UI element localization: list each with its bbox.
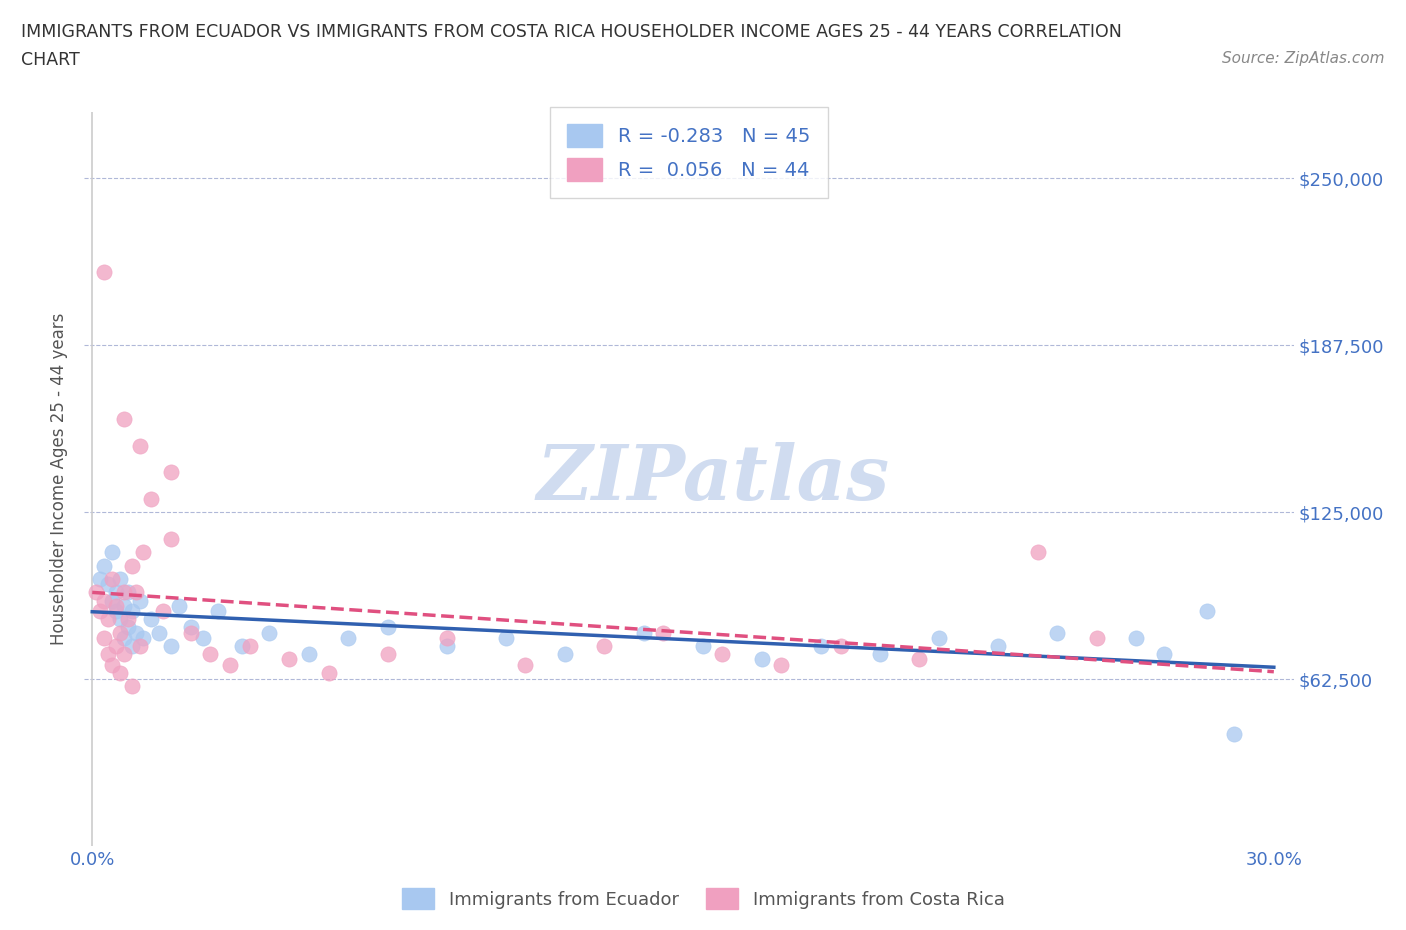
- Point: [692, 639, 714, 654]
- Text: ZIPatlas: ZIPatlas: [537, 442, 890, 516]
- Point: [554, 646, 576, 661]
- Point: [167, 598, 190, 613]
- Point: [652, 625, 675, 640]
- Point: [117, 585, 139, 600]
- Point: [104, 604, 127, 618]
- Point: [1223, 726, 1246, 741]
- Point: [117, 619, 139, 634]
- Point: [101, 545, 124, 560]
- Point: [112, 598, 135, 613]
- Point: [711, 646, 734, 661]
- Point: [298, 646, 321, 661]
- Point: [239, 639, 262, 654]
- Point: [104, 598, 127, 613]
- Point: [180, 625, 202, 640]
- Point: [128, 593, 150, 608]
- Point: [810, 639, 832, 654]
- Point: [121, 639, 143, 654]
- Point: [928, 631, 950, 645]
- Point: [515, 658, 537, 672]
- Point: [1046, 625, 1069, 640]
- Point: [128, 438, 150, 453]
- Point: [231, 639, 253, 654]
- Y-axis label: Householder Income Ages 25 - 44 years: Householder Income Ages 25 - 44 years: [51, 312, 69, 645]
- Point: [93, 558, 115, 573]
- Point: [278, 652, 301, 667]
- Point: [770, 658, 793, 672]
- Point: [101, 593, 124, 608]
- Point: [124, 585, 146, 600]
- Point: [908, 652, 931, 667]
- Point: [207, 604, 229, 618]
- Point: [318, 665, 340, 680]
- Point: [121, 679, 143, 694]
- Point: [117, 612, 139, 627]
- Point: [121, 604, 143, 618]
- Point: [148, 625, 170, 640]
- Point: [84, 585, 107, 600]
- Point: [132, 631, 155, 645]
- Point: [108, 612, 131, 627]
- Point: [93, 631, 115, 645]
- Point: [97, 577, 120, 591]
- Point: [97, 646, 120, 661]
- Point: [1195, 604, 1218, 618]
- Point: [152, 604, 174, 618]
- Point: [89, 572, 111, 587]
- Legend: R = -0.283   N = 45, R =  0.056   N = 44: R = -0.283 N = 45, R = 0.056 N = 44: [550, 107, 828, 198]
- Point: [259, 625, 281, 640]
- Point: [160, 639, 183, 654]
- Point: [830, 639, 852, 654]
- Point: [869, 646, 891, 661]
- Point: [495, 631, 517, 645]
- Point: [104, 585, 127, 600]
- Point: [112, 631, 135, 645]
- Point: [108, 625, 131, 640]
- Point: [593, 639, 616, 654]
- Point: [141, 492, 163, 507]
- Point: [112, 646, 135, 661]
- Point: [108, 665, 131, 680]
- Point: [160, 465, 183, 480]
- Text: Source: ZipAtlas.com: Source: ZipAtlas.com: [1222, 51, 1385, 66]
- Point: [93, 264, 115, 279]
- Point: [200, 646, 222, 661]
- Point: [337, 631, 360, 645]
- Point: [1125, 631, 1147, 645]
- Point: [112, 585, 135, 600]
- Point: [93, 593, 115, 608]
- Text: CHART: CHART: [21, 51, 80, 69]
- Point: [101, 658, 124, 672]
- Point: [1085, 631, 1108, 645]
- Point: [112, 411, 135, 426]
- Legend: Immigrants from Ecuador, Immigrants from Costa Rica: Immigrants from Ecuador, Immigrants from…: [394, 881, 1012, 916]
- Point: [436, 639, 458, 654]
- Point: [89, 604, 111, 618]
- Point: [104, 639, 127, 654]
- Point: [101, 572, 124, 587]
- Point: [121, 558, 143, 573]
- Point: [141, 612, 163, 627]
- Point: [377, 619, 399, 634]
- Point: [377, 646, 399, 661]
- Point: [128, 639, 150, 654]
- Point: [1026, 545, 1049, 560]
- Point: [191, 631, 214, 645]
- Point: [436, 631, 458, 645]
- Point: [97, 612, 120, 627]
- Point: [751, 652, 773, 667]
- Point: [633, 625, 655, 640]
- Point: [108, 572, 131, 587]
- Point: [132, 545, 155, 560]
- Point: [219, 658, 242, 672]
- Point: [124, 625, 146, 640]
- Point: [1153, 646, 1175, 661]
- Point: [180, 619, 202, 634]
- Point: [987, 639, 1010, 654]
- Text: IMMIGRANTS FROM ECUADOR VS IMMIGRANTS FROM COSTA RICA HOUSEHOLDER INCOME AGES 25: IMMIGRANTS FROM ECUADOR VS IMMIGRANTS FR…: [21, 23, 1122, 41]
- Point: [160, 532, 183, 547]
